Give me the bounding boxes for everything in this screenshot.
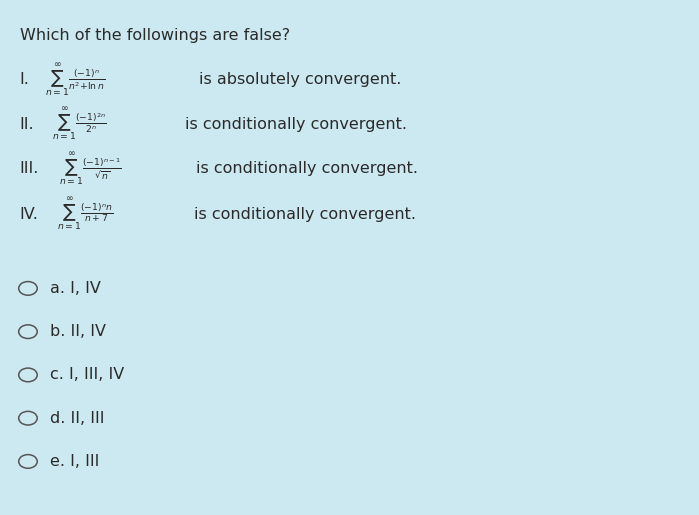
Text: III.: III. bbox=[20, 161, 39, 177]
Text: is conditionally convergent.: is conditionally convergent. bbox=[185, 117, 408, 132]
Text: is conditionally convergent.: is conditionally convergent. bbox=[196, 161, 418, 177]
Text: is conditionally convergent.: is conditionally convergent. bbox=[194, 207, 417, 222]
Text: $\sum_{n=1}^{\infty} \frac{(-1)^{2n}}{2^n}$: $\sum_{n=1}^{\infty} \frac{(-1)^{2n}}{2^… bbox=[52, 106, 107, 143]
Text: e. I, III: e. I, III bbox=[50, 454, 100, 469]
Text: $\sum_{n=1}^{\infty} \frac{(-1)^{n}n}{n+7}$: $\sum_{n=1}^{\infty} \frac{(-1)^{n}n}{n+… bbox=[57, 196, 114, 233]
Text: $\sum_{n=1}^{\infty} \frac{(-1)^{n}}{n^2\!+\!\ln n}$: $\sum_{n=1}^{\infty} \frac{(-1)^{n}}{n^2… bbox=[45, 61, 106, 98]
Text: is absolutely convergent.: is absolutely convergent. bbox=[199, 72, 402, 88]
Text: I.: I. bbox=[20, 72, 29, 88]
Text: IV.: IV. bbox=[20, 207, 38, 222]
Text: a. I, IV: a. I, IV bbox=[50, 281, 101, 296]
Text: b. II, IV: b. II, IV bbox=[50, 324, 106, 339]
Text: d. II, III: d. II, III bbox=[50, 410, 105, 426]
Text: II.: II. bbox=[20, 117, 34, 132]
Text: c. I, III, IV: c. I, III, IV bbox=[50, 367, 124, 383]
Text: $\sum_{n=1}^{\infty} \frac{(-1)^{n-1}}{\sqrt{n}}$: $\sum_{n=1}^{\infty} \frac{(-1)^{n-1}}{\… bbox=[59, 150, 122, 187]
Text: Which of the followings are false?: Which of the followings are false? bbox=[20, 28, 289, 43]
